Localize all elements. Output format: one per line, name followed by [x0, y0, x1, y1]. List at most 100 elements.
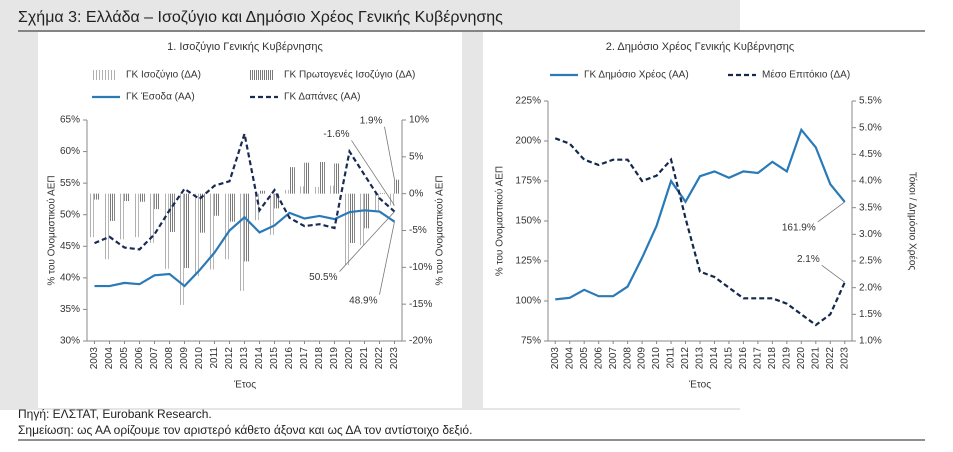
source: Πηγή: ΕΛΣΤΑΤ, Eurobank Research.: [18, 407, 212, 421]
bar: [169, 193, 175, 232]
y-tick-label: 60%: [60, 146, 80, 157]
bar: [118, 193, 124, 240]
legend-label: ΓΚ Δημόσιο Χρέος (ΑΑ): [584, 69, 689, 81]
chart-title: 1. Ισοζύγιο Γενικής Κυβέρνησης: [167, 41, 323, 53]
x-tick-label: 2013: [239, 347, 250, 370]
leader-line: [821, 265, 845, 283]
legend-label: ΓΚ Έσοδα (ΑΑ): [126, 92, 195, 103]
y-tick-label: 40%: [60, 272, 80, 283]
y-axis-label: % του Ονομαστικού ΑΕΠ: [494, 166, 506, 276]
x-tick-label: 2007: [608, 347, 619, 370]
x-tick-label: 2022: [374, 347, 385, 370]
bar: [244, 193, 250, 262]
x-tick-label: 2014: [254, 347, 265, 370]
bar: [373, 193, 379, 212]
line: [555, 127, 846, 301]
leader-line: [384, 126, 395, 180]
bar: [313, 187, 319, 194]
y2-axis-label: Τόκοι / Δημόσιο Χρέος: [906, 172, 918, 271]
x-tick-label: 2019: [329, 347, 340, 370]
value-label: -1.6%: [323, 129, 349, 140]
x-tick-label: 2015: [269, 347, 280, 370]
x-tick-label: 2021: [810, 347, 821, 370]
y2-tick-label: 10%: [409, 115, 429, 126]
panel: [483, 32, 925, 408]
value-label: 50.5%: [309, 272, 337, 283]
bar: [259, 190, 265, 194]
bar: [274, 193, 280, 209]
x-tick-label: 2015: [724, 347, 735, 370]
x-tick-label: 2022: [825, 347, 836, 370]
legend-label: ΓΚ Δαπάνες (ΑΑ): [284, 91, 360, 103]
legend-label: ΓΚ Ισοζύγιο (ΔΑ): [126, 69, 201, 81]
value-label: 48.9%: [349, 295, 377, 306]
bar: [229, 193, 235, 222]
bar: [193, 193, 199, 277]
bar: [184, 193, 190, 269]
x-tick-label: 2005: [579, 347, 590, 370]
legend-swatch: [250, 70, 274, 80]
figure-title: Σχήμα 3: Ελλάδα – Ισοζύγιο και Δημόσιο Χ…: [18, 9, 503, 26]
x-tick-label: 2023: [839, 347, 850, 370]
leader-line: [379, 221, 395, 295]
bar: [298, 186, 304, 194]
bar: [304, 162, 310, 194]
bar: [109, 193, 115, 221]
x-axis-label: Έτος: [233, 380, 256, 391]
bar: [199, 193, 205, 233]
value-label: 2.1%: [797, 254, 820, 265]
bar: [319, 161, 325, 194]
y-tick-label: 30%: [60, 336, 80, 347]
chart-title: 2. Δημόσιο Χρέος Γενικής Κυβέρνησης: [606, 41, 794, 53]
y2-tick-label: 2.0%: [859, 282, 882, 293]
y-tick-label: 65%: [60, 115, 80, 126]
legend-swatch: [92, 70, 116, 80]
bar: [268, 193, 274, 235]
bar: [379, 192, 385, 194]
x-tick-label: 2008: [622, 347, 633, 370]
x-tick-label: 2011: [666, 347, 677, 369]
y-tick-label: 35%: [60, 304, 80, 315]
y2-tick-label: 4.0%: [859, 176, 882, 187]
bar: [94, 193, 100, 200]
leader-line: [339, 211, 395, 272]
y-tick-label: 50%: [60, 209, 80, 220]
y-axis-label: % του Ονομαστικού ΑΕΠ: [46, 175, 58, 285]
line: [94, 133, 396, 251]
bar: [223, 193, 229, 260]
x-tick-label: 2018: [767, 347, 778, 370]
bar: [214, 193, 220, 216]
x-tick-label: 2006: [134, 347, 145, 370]
y2-tick-label: 5.5%: [859, 96, 882, 107]
y-tick-label: 55%: [60, 178, 80, 189]
leader-line: [817, 201, 845, 223]
line: [554, 137, 846, 327]
bar: [139, 193, 145, 202]
y-tick-label: 200%: [515, 136, 541, 147]
x-tick-label: 2019: [781, 347, 792, 370]
y2-tick-label: -10%: [409, 262, 432, 273]
y-tick-label: 100%: [515, 296, 541, 307]
x-tick-label: 2018: [314, 347, 325, 370]
y2-tick-label: 0%: [409, 188, 424, 199]
y-tick-label: 125%: [515, 256, 541, 267]
x-tick-label: 2008: [164, 347, 175, 370]
y2-tick-label: 5.0%: [859, 122, 882, 133]
y-tick-label: 175%: [515, 176, 541, 187]
bar: [253, 193, 259, 221]
bar: [178, 193, 184, 305]
y2-axis-label: % του Ονομαστικού ΑΕΠ: [434, 175, 446, 285]
y2-tick-label: 3.0%: [859, 229, 882, 240]
x-tick-label: 2009: [179, 347, 190, 370]
x-tick-label: 2010: [194, 347, 205, 370]
y2-tick-label: -5%: [409, 225, 427, 236]
x-tick-label: 2016: [284, 347, 295, 370]
legend-label: ΓΚ Πρωτογενές Ισοζύγιο (ΔΑ): [284, 69, 415, 81]
x-tick-label: 2012: [224, 347, 235, 370]
y2-tick-label: 2.5%: [859, 256, 882, 267]
note: Σημείωση: ως ΑΑ ορίζουμε τον αριστερό κά…: [18, 423, 472, 437]
x-tick-label: 2003: [89, 347, 100, 370]
y-tick-label: 150%: [515, 216, 541, 227]
x-tick-label: 2004: [564, 347, 575, 370]
